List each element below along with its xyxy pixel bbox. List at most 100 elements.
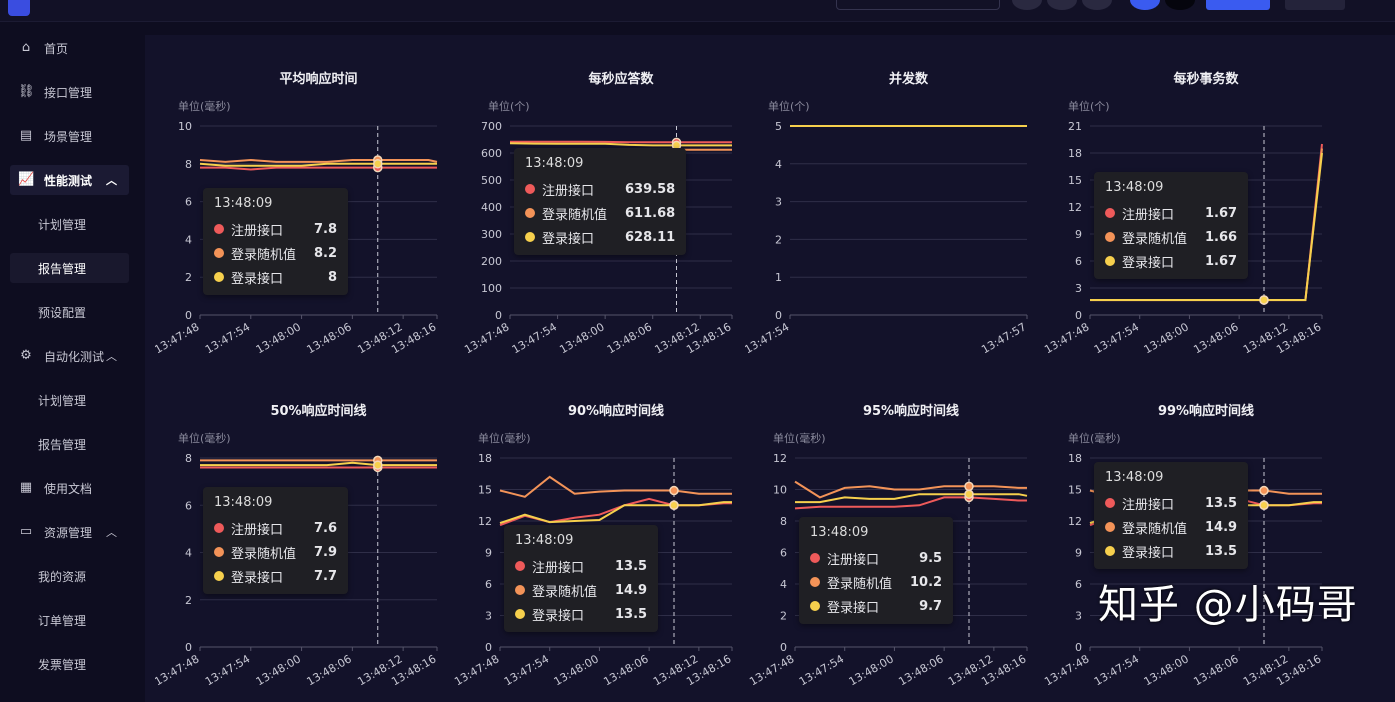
- monitor-icon: ▭: [19, 524, 33, 539]
- sidebar-item[interactable]: ⚙ 自动化测试 ︿: [10, 341, 129, 371]
- y-tick-label: 3: [1075, 610, 1082, 623]
- tooltip-row: 登录随机值 1.66: [1105, 225, 1237, 249]
- y-tick-label: 0: [185, 309, 192, 322]
- series-marker-icon: [525, 184, 535, 194]
- y-tick-label: 5: [775, 120, 782, 133]
- y-tick-label: 6: [1075, 578, 1082, 591]
- data-point: [964, 489, 974, 499]
- chevron-up-icon[interactable]: ︿: [106, 350, 117, 363]
- x-tick-label: 13:48:00: [254, 320, 303, 356]
- document-icon: ▦: [19, 480, 33, 495]
- sidebar-item[interactable]: 📈 性能测试 ︿: [10, 165, 129, 195]
- avatar[interactable]: [1165, 0, 1195, 10]
- tooltip-time: 13:48:09: [1105, 470, 1164, 485]
- logo[interactable]: [8, 0, 30, 16]
- chart: 每秒事务数 单位(个) 0 3 6 9 12 15 18 21 13:47:48 13:47:54 13…: [1040, 60, 1335, 360]
- sidebar-item[interactable]: ▦ 使用文档: [10, 473, 129, 503]
- series-marker-icon: [1105, 208, 1115, 218]
- y-tick-label: 9: [485, 547, 492, 560]
- sidebar-item[interactable]: 报告管理: [10, 429, 129, 459]
- series-marker-icon: [525, 232, 535, 242]
- chart: 50%响应时间线 单位(毫秒) 0 2 4 6 8 13:47:48 13:47:54 13:48…: [155, 392, 450, 692]
- link-icon: ⛓: [18, 84, 35, 99]
- chart: 90%响应时间线 单位(毫秒) 0 3 6 9 12 15 18 13:47:48 13:47:54…: [450, 392, 745, 692]
- sidebar-item[interactable]: 预设配置: [10, 297, 129, 327]
- series-line: [200, 166, 437, 171]
- series-name: 登录随机值: [532, 584, 598, 600]
- secondary-button[interactable]: [1285, 0, 1345, 10]
- y-tick-label: 18: [1068, 147, 1082, 160]
- x-tick-label: 13:47:54: [1092, 652, 1141, 688]
- y-tick-label: 500: [481, 174, 502, 187]
- y-axis-unit: 单位(毫秒): [1068, 431, 1121, 445]
- series-line: [795, 493, 1028, 504]
- sidebar-item[interactable]: 计划管理: [10, 385, 129, 415]
- y-tick-label: 12: [1068, 201, 1082, 214]
- tooltip-row: 登录随机值 8.2: [214, 241, 337, 265]
- x-tick-label: 13:47:48: [155, 320, 202, 356]
- sidebar-item[interactable]: 发票管理: [10, 649, 129, 679]
- series-name: 登录接口: [542, 231, 595, 247]
- sidebar-item[interactable]: ▭ 资源管理 ︿: [10, 517, 129, 547]
- y-tick-label: 10: [178, 120, 192, 133]
- primary-button[interactable]: [1206, 0, 1270, 10]
- chevron-up-icon[interactable]: ︿: [106, 174, 117, 187]
- sidebar-item[interactable]: 我的资源: [10, 561, 129, 591]
- avatar[interactable]: [1130, 0, 1160, 10]
- series-name: 注册接口: [1122, 207, 1175, 223]
- series-marker-icon: [515, 561, 525, 571]
- tooltip-row: 登录接口 8: [214, 265, 337, 289]
- sidebar-item[interactable]: 计划管理: [10, 209, 129, 239]
- tooltip-time: 13:48:09: [515, 533, 574, 548]
- y-tick-label: 0: [1075, 309, 1082, 322]
- x-tick-label: 13:47:54: [797, 652, 846, 688]
- series-value: 14.9: [1205, 519, 1238, 535]
- y-tick-label: 2: [775, 233, 782, 246]
- series-value: 7.9: [314, 544, 338, 560]
- sidebar-item[interactable]: ⛓ 接口管理: [10, 77, 129, 107]
- sidebar-item-label: 报告管理: [38, 437, 87, 452]
- x-tick-label: 13:47:54: [1092, 320, 1141, 356]
- sidebar-item[interactable]: 报告管理: [10, 253, 129, 283]
- y-tick-label: 8: [185, 452, 192, 465]
- y-tick-label: 12: [478, 515, 492, 528]
- tooltip-time: 13:48:09: [525, 156, 584, 171]
- sidebar-item[interactable]: ⌂ 首页: [10, 33, 129, 63]
- chart-title: 95%响应时间线: [863, 403, 959, 419]
- chart-title: 平均响应时间: [279, 71, 357, 87]
- sidebar-item-label: 接口管理: [44, 85, 93, 100]
- y-tick-label: 8: [185, 158, 192, 171]
- series-line: [199, 162, 437, 167]
- y-tick-label: 200: [481, 255, 502, 268]
- x-tick-label: 13:48:06: [601, 652, 650, 688]
- series-value: 8.2: [314, 245, 338, 261]
- y-tick-label: 18: [478, 452, 492, 465]
- series-name: 注册接口: [1122, 497, 1175, 513]
- series-name: 注册接口: [231, 522, 284, 538]
- x-tick-label: 13:47:57: [979, 320, 1028, 356]
- tooltip-row: 注册接口 9.5: [810, 546, 942, 570]
- icon-button[interactable]: [1047, 0, 1077, 10]
- chevron-up-icon[interactable]: ︿: [106, 526, 117, 539]
- series-line: [499, 501, 732, 525]
- series-name: 登录接口: [827, 600, 880, 616]
- tooltip-time: 13:48:09: [1105, 180, 1164, 195]
- data-point: [669, 485, 679, 496]
- y-axis-unit: 单位(毫秒): [773, 431, 826, 445]
- series-value: 13.5: [1205, 543, 1238, 559]
- data-point: [373, 460, 383, 470]
- series-marker-icon: [1105, 256, 1115, 266]
- icon-button[interactable]: [1012, 0, 1042, 10]
- y-tick-label: 700: [481, 120, 502, 133]
- search-input[interactable]: [836, 0, 1000, 10]
- data-point: [1259, 500, 1269, 510]
- data-point: [373, 159, 383, 169]
- tooltip-row: 注册接口 13.5: [515, 554, 647, 578]
- x-tick-label: 13:47:54: [510, 320, 559, 356]
- sidebar-item[interactable]: ▤ 场景管理: [10, 121, 129, 151]
- sidebar-item[interactable]: 订单管理: [10, 605, 129, 635]
- icon-button[interactable]: [1082, 0, 1112, 10]
- series-value: 13.5: [1205, 495, 1238, 511]
- chart-title: 90%响应时间线: [568, 403, 664, 419]
